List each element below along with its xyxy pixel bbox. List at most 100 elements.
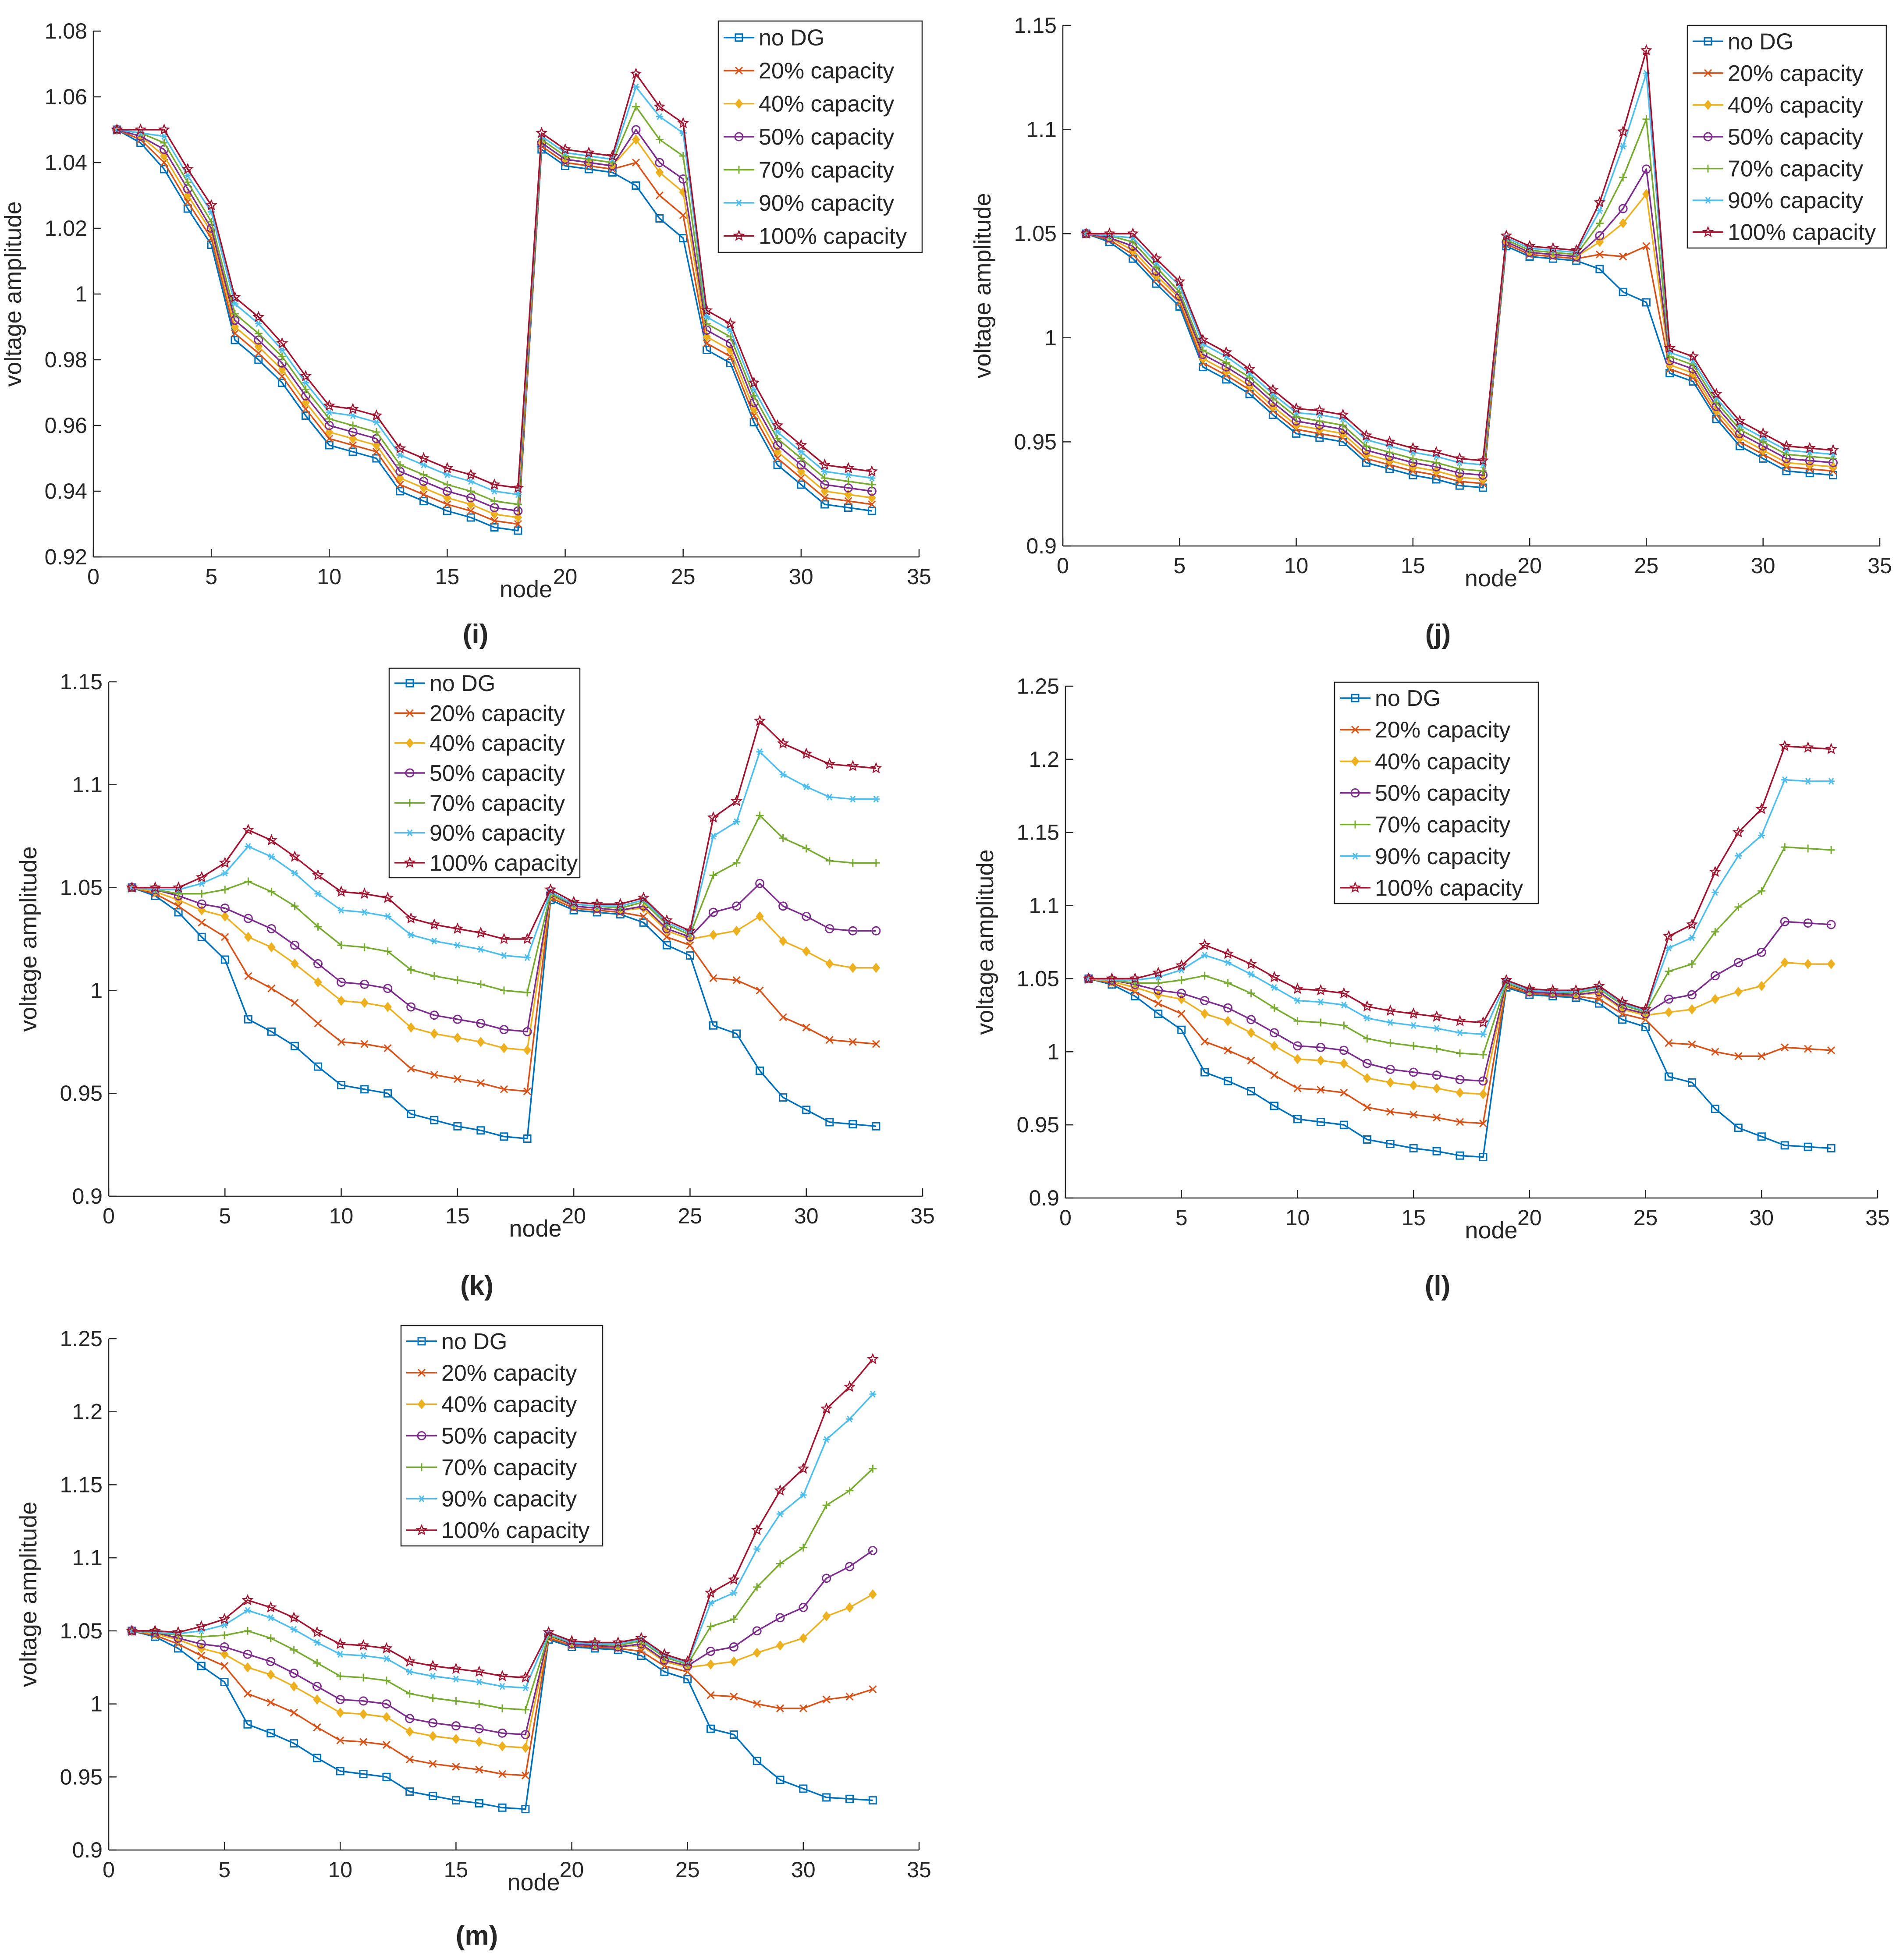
data-point (407, 931, 415, 939)
legend-marker-0 (1704, 37, 1712, 46)
y-tick-label: 0.9 (72, 1838, 103, 1862)
x-tick-label: 10 (1285, 1205, 1310, 1230)
data-point (686, 941, 694, 950)
legend-marker-3 (417, 1431, 426, 1440)
data-point (632, 158, 640, 167)
legend-marker-1 (417, 1368, 426, 1377)
data-point (849, 1120, 857, 1129)
data-point (776, 1559, 785, 1568)
data-point (243, 1627, 252, 1635)
data-point (1315, 417, 1324, 425)
data-point (174, 908, 183, 917)
data-point (703, 313, 710, 321)
data-point (1711, 1048, 1719, 1056)
data-point (405, 1714, 415, 1723)
data-point (1386, 1077, 1395, 1088)
data-point (243, 914, 253, 923)
x-axis-label: node (509, 1216, 561, 1242)
data-point (278, 364, 286, 375)
data-point (1246, 373, 1254, 382)
data-point (290, 940, 299, 950)
data-point (420, 461, 427, 468)
data-point (778, 901, 788, 911)
data-point (218, 1613, 231, 1624)
data-point (475, 1737, 483, 1747)
legend-entry: 100% capacity (1375, 875, 1523, 901)
data-point (291, 958, 299, 969)
data-point (521, 1730, 530, 1740)
data-point (1781, 1043, 1789, 1052)
data-point (1363, 1073, 1371, 1083)
data-point (498, 1803, 507, 1812)
data-point (1129, 972, 1141, 984)
data-point (1665, 1039, 1673, 1047)
data-point (1409, 1110, 1418, 1119)
data-point (591, 897, 603, 909)
data-point (653, 100, 666, 112)
data-point (1478, 1076, 1488, 1086)
data-point (1827, 846, 1836, 854)
data-point (1432, 1083, 1441, 1094)
data-point (475, 1700, 483, 1708)
data-point (842, 462, 855, 474)
data-point (313, 1639, 321, 1646)
data-point (382, 891, 394, 903)
data-point (1407, 1007, 1420, 1019)
y-axis-label: voltage amplitude (969, 193, 996, 378)
data-point (337, 996, 345, 1006)
data-point (632, 134, 640, 145)
data-point (184, 172, 192, 179)
data-point (383, 1002, 392, 1012)
data-point (267, 942, 276, 953)
data-point (655, 135, 664, 144)
data-point (849, 1038, 857, 1046)
data-point (221, 1621, 228, 1629)
data-point (1269, 394, 1277, 402)
data-point (419, 497, 428, 505)
data-point (1363, 1035, 1371, 1043)
data-point (1409, 1080, 1418, 1091)
y-tick-label: 1.05 (1017, 966, 1059, 991)
data-point (301, 411, 310, 420)
data-point (1523, 240, 1536, 252)
data-point (523, 1087, 532, 1095)
y-tick-label: 1.05 (60, 875, 103, 900)
data-point (1407, 442, 1419, 454)
data-point (476, 1019, 486, 1028)
data-point (407, 1109, 415, 1118)
data-point (370, 409, 383, 421)
y-tick-label: 1 (1047, 1039, 1059, 1064)
data-point (453, 1122, 462, 1131)
data-point (1224, 1046, 1232, 1055)
data-point (1150, 252, 1162, 264)
y-tick-label: 1 (90, 1692, 103, 1716)
y-tick-label: 1.1 (1029, 893, 1059, 918)
data-point (1619, 218, 1627, 229)
data-point (314, 922, 322, 931)
data-point (453, 1075, 462, 1083)
y-tick-label: 1.02 (45, 216, 87, 241)
data-point (1711, 928, 1719, 936)
data-point (428, 1718, 438, 1728)
data-point (1758, 832, 1765, 839)
x-tick-label: 30 (794, 1204, 819, 1228)
data-point (1386, 1108, 1395, 1116)
data-point (467, 507, 475, 515)
legend-marker-1 (405, 709, 414, 717)
legend-marker-4 (735, 166, 743, 174)
series-6 (1083, 740, 1837, 1028)
data-point (660, 914, 673, 926)
legend-entry: no DG (759, 25, 824, 51)
x-tick-label: 25 (671, 564, 696, 589)
data-point (197, 932, 206, 941)
data-point (730, 1692, 738, 1701)
data-point (195, 1620, 207, 1632)
data-point (359, 1673, 368, 1682)
data-point (773, 447, 782, 457)
data-point (174, 890, 183, 898)
data-point (868, 1545, 877, 1555)
y-tick-label: 0.96 (45, 413, 87, 438)
data-point (359, 1738, 368, 1746)
data-point (868, 1796, 877, 1805)
y-tick-label: 0.9 (72, 1184, 103, 1209)
